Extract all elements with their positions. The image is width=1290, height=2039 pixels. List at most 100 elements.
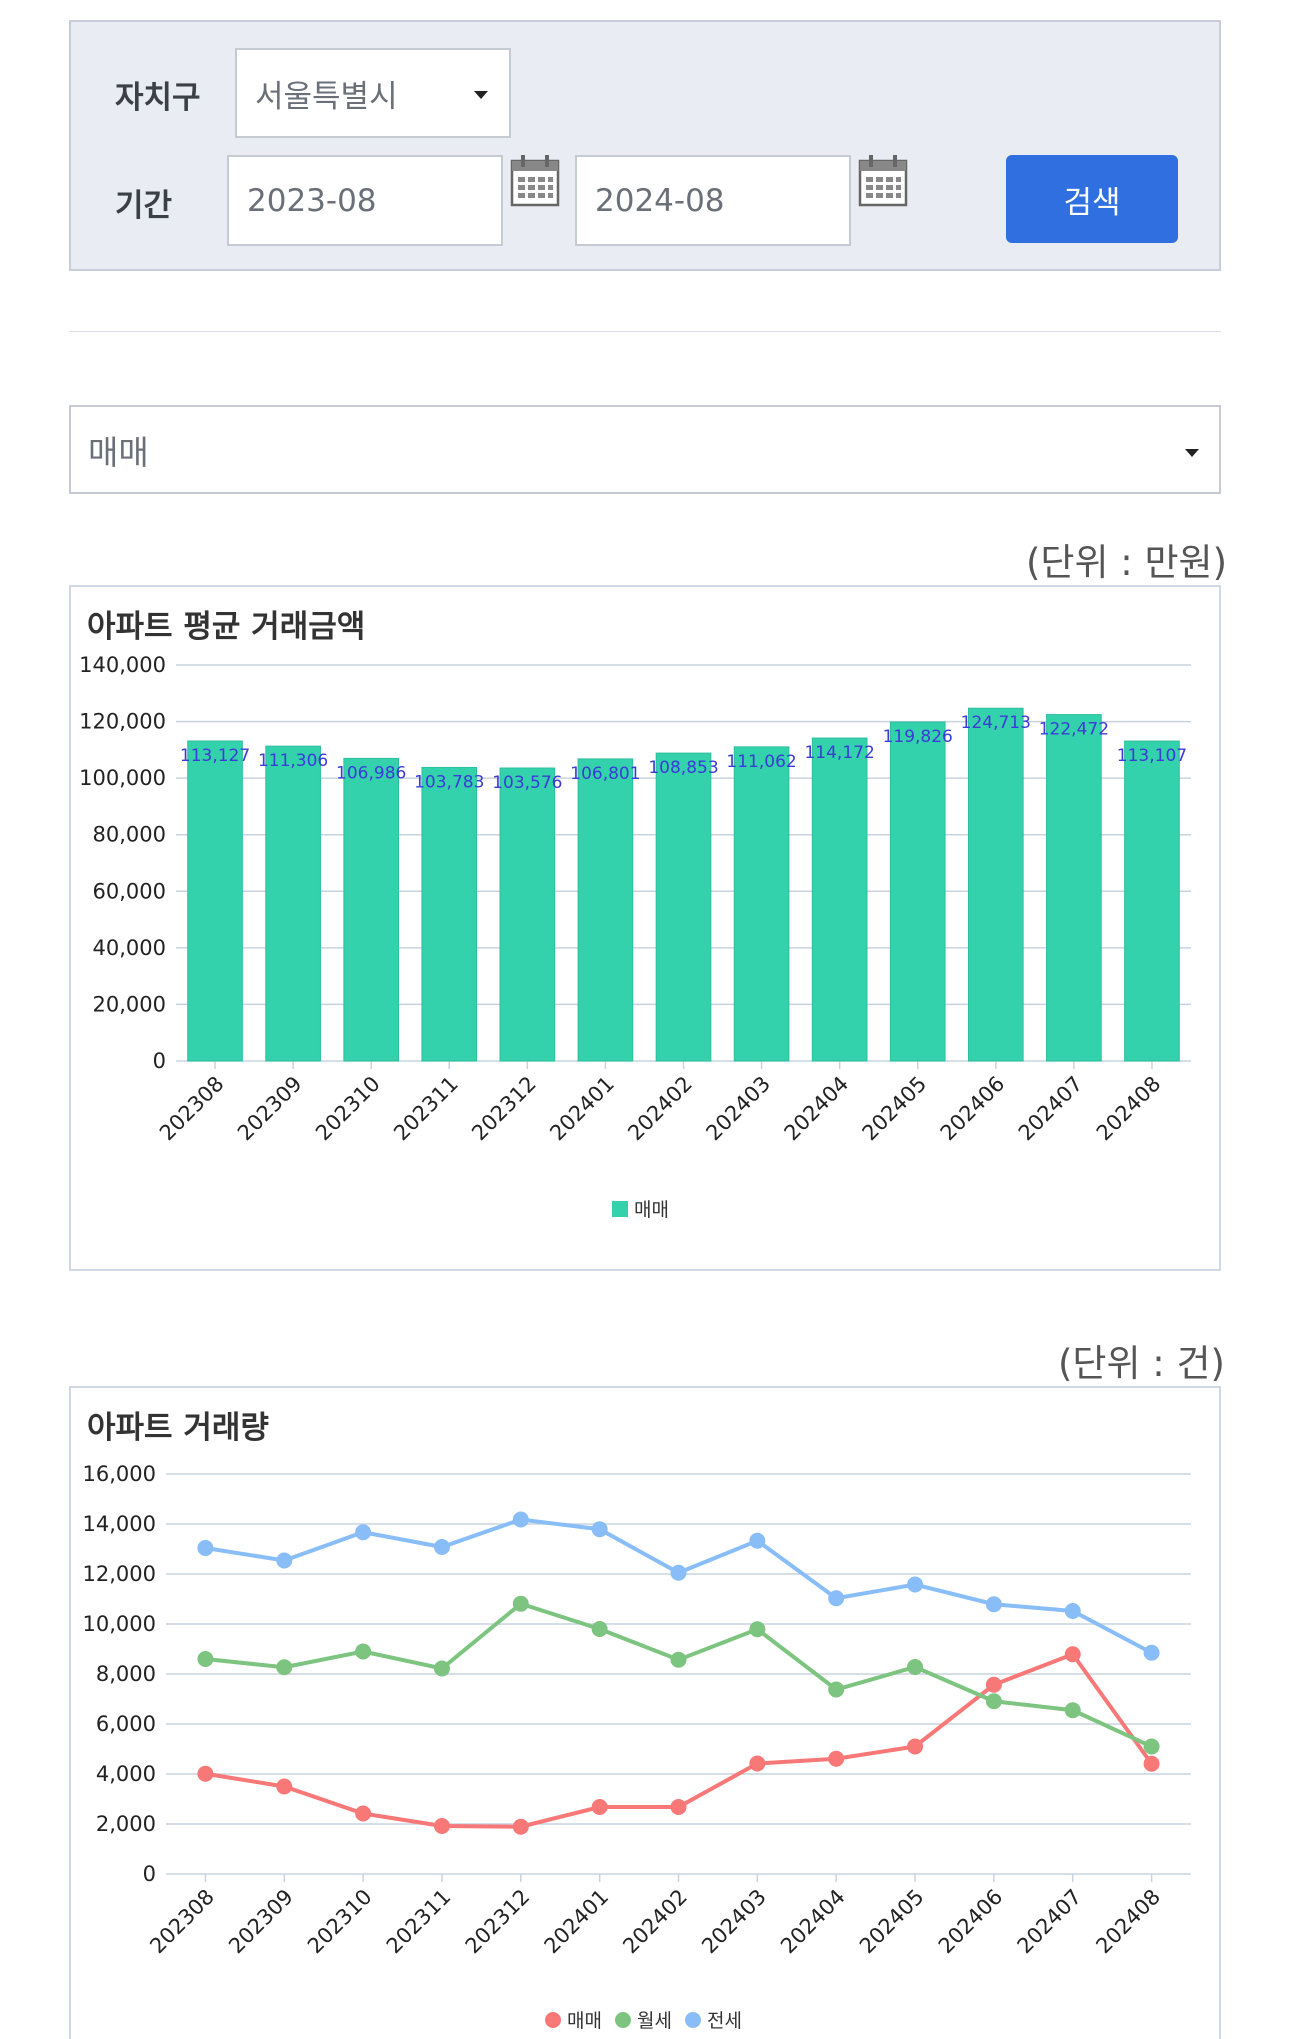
data-point: [512, 1595, 529, 1612]
data-point: [1064, 1702, 1081, 1719]
data-point: [1143, 1644, 1160, 1661]
district-select-value: 서울특별시: [255, 78, 398, 115]
data-point: [749, 1755, 766, 1772]
bar: [499, 767, 556, 1062]
x-tick-label: 202311: [389, 1072, 463, 1146]
search-button[interactable]: 검색: [1006, 155, 1178, 243]
transaction-type-value: 매매: [88, 432, 149, 472]
calendar-icon[interactable]: [858, 153, 908, 209]
data-point: [512, 1511, 529, 1528]
legend-label: 월세: [637, 2010, 672, 2032]
filter-panel: 자치구 서울특별시 기간 2023-08 2024-08 검색: [69, 20, 1221, 271]
bar-value-label: 122,472: [1039, 720, 1109, 740]
x-tick-label: 202402: [618, 1885, 692, 1959]
y-tick-label: 20,000: [93, 992, 166, 1016]
data-point: [670, 1564, 687, 1581]
bar-value-label: 106,801: [570, 764, 640, 784]
x-tick-label: 202401: [540, 1885, 614, 1959]
data-point: [433, 1818, 450, 1834]
end-date-input[interactable]: 2024-08: [575, 155, 851, 246]
data-point: [591, 1521, 608, 1538]
x-tick-label: 202309: [224, 1885, 298, 1959]
bar-value-label: 124,713: [961, 713, 1031, 733]
data-point: [355, 1805, 372, 1822]
bar-value-label: 119,826: [883, 727, 953, 747]
series-line: [205, 1517, 1153, 1655]
x-tick-label: 202408: [1092, 1072, 1166, 1146]
data-point: [433, 1539, 450, 1555]
y-tick-label: 4,000: [96, 1762, 156, 1786]
data-point: [907, 1576, 924, 1593]
bar-value-label: 113,107: [1117, 746, 1187, 766]
district-label: 자치구: [115, 80, 201, 116]
data-point: [828, 1590, 845, 1607]
legend-label: 매매: [634, 1199, 669, 1221]
chevron-down-icon: [474, 91, 488, 99]
y-tick-label: 100,000: [79, 766, 166, 790]
transaction-type-select[interactable]: 매매: [69, 405, 1221, 494]
x-tick-label: 202311: [382, 1885, 456, 1959]
calendar-icon[interactable]: [510, 153, 560, 209]
data-point: [907, 1659, 924, 1675]
x-tick-label: 202407: [1014, 1072, 1088, 1146]
data-point: [433, 1660, 450, 1677]
data-point: [1143, 1738, 1160, 1755]
bar-value-label: 103,783: [414, 772, 484, 792]
bar: [265, 745, 321, 1062]
x-tick-label: 202308: [145, 1885, 219, 1959]
series-line: [205, 1601, 1153, 1749]
legend-swatch: [545, 2012, 561, 2028]
x-tick-label: 202407: [1013, 1885, 1087, 1959]
x-tick-label: 202404: [776, 1885, 850, 1959]
y-tick-label: 0: [153, 1049, 166, 1073]
bar: [187, 740, 243, 1062]
bar-value-label: 111,062: [726, 752, 796, 772]
legend-swatch: [615, 2012, 631, 2028]
bar: [421, 766, 478, 1062]
x-tick-label: 202308: [155, 1072, 229, 1146]
data-point: [197, 1651, 214, 1667]
y-tick-label: 8,000: [96, 1662, 156, 1686]
x-tick-label: 202405: [855, 1885, 929, 1959]
x-tick-label: 202312: [461, 1885, 535, 1959]
price-unit-label: (단위 : 만원): [1026, 541, 1228, 584]
y-tick-label: 10,000: [83, 1612, 156, 1636]
y-tick-label: 2,000: [96, 1812, 156, 1836]
data-point: [985, 1693, 1002, 1710]
data-point: [197, 1765, 214, 1782]
y-tick-label: 80,000: [93, 823, 166, 847]
price-chart-panel: 아파트 평균 거래금액 0 20,000 40,000 60,000 80,000 100…: [69, 585, 1221, 1271]
price-bar-chart: 0 20,000 40,000 60,000 80,000 100,000 120,000 1…: [79, 653, 1191, 1221]
data-point: [276, 1552, 293, 1569]
y-tick-label: 40,000: [93, 936, 166, 960]
district-select[interactable]: 서울특별시: [235, 48, 511, 138]
bar-value-label: 103,576: [492, 773, 562, 793]
period-label: 기간: [115, 188, 173, 224]
y-tick-label: 6,000: [96, 1712, 156, 1736]
start-date-input[interactable]: 2023-08: [227, 155, 503, 246]
data-point: [749, 1621, 766, 1638]
data-point: [355, 1643, 372, 1660]
legend-label: 전세: [707, 2010, 742, 2032]
y-tick-label: 16,000: [83, 1462, 156, 1486]
bar: [343, 757, 400, 1062]
y-tick-label: 120,000: [79, 710, 166, 734]
x-tick-label: 202401: [545, 1072, 619, 1146]
bar: [733, 746, 790, 1062]
x-tick-label: 202403: [701, 1072, 775, 1146]
x-tick-label: 202310: [303, 1885, 377, 1959]
bar-value-label: 106,986: [336, 763, 406, 783]
data-point: [670, 1651, 687, 1668]
y-tick-label: 140,000: [79, 653, 166, 677]
x-tick-label: 202309: [233, 1072, 307, 1146]
chevron-down-icon: [1185, 449, 1199, 457]
data-point: [828, 1750, 845, 1767]
bar: [967, 707, 1024, 1062]
data-point: [828, 1681, 845, 1698]
data-point: [1064, 1646, 1081, 1663]
end-date-value: 2024-08: [595, 182, 725, 219]
bar: [1046, 714, 1102, 1062]
price-chart-title: 아파트 평균 거래금액: [87, 609, 366, 645]
data-point: [276, 1778, 293, 1795]
start-date-value: 2023-08: [247, 182, 377, 219]
